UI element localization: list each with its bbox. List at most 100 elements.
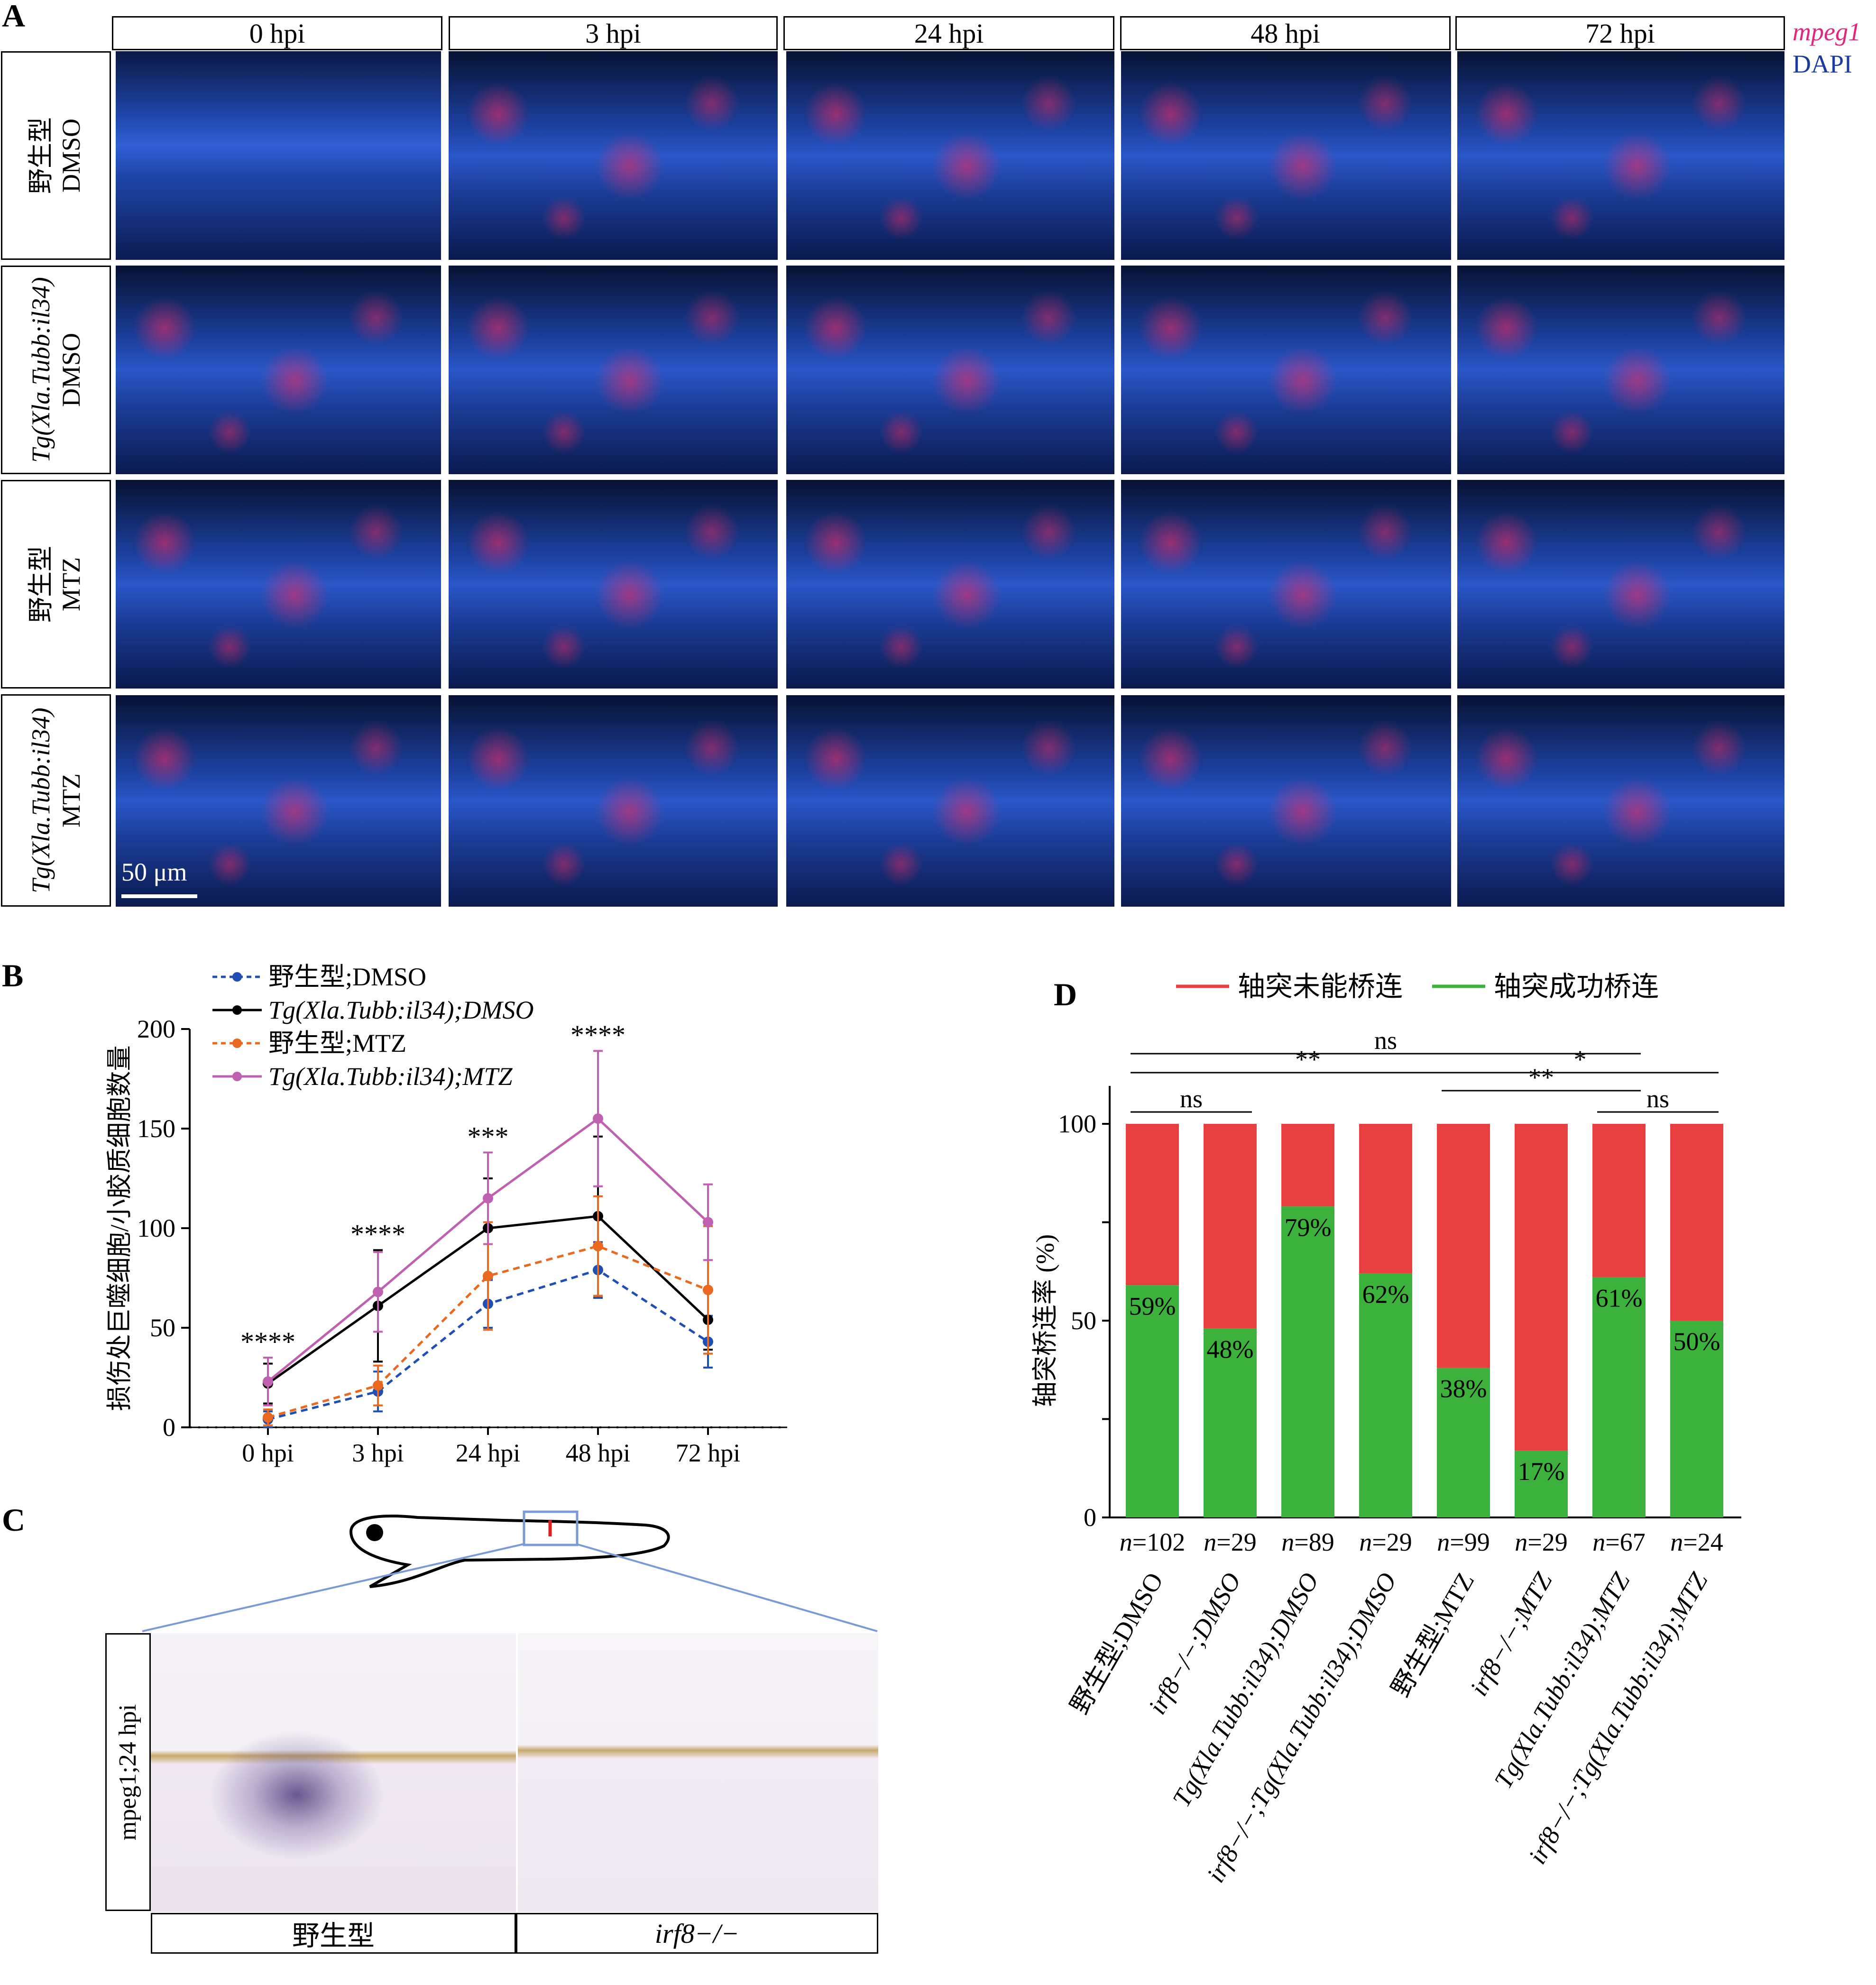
micrograph-wt-dmso-48hpi	[1121, 51, 1451, 260]
micrograph-wt-dmso-72hpi	[1457, 51, 1784, 260]
micrograph-tg-dmso-48hpi	[1121, 266, 1451, 474]
column-header-48hpi: 48 hpi	[1120, 16, 1451, 50]
micrograph-wt-mtz-3hpi	[449, 480, 778, 689]
column-header-3hpi: 3 hpi	[449, 16, 778, 50]
panel-letter-a: A	[2, 0, 26, 34]
comparison-label: ns	[1374, 1026, 1397, 1055]
panel-letter-c: C	[2, 1502, 26, 1538]
series-line	[267, 1245, 708, 1419]
micrograph-tg-dmso-3hpi	[449, 266, 778, 474]
category-label: 野生型;MTZ	[1386, 1568, 1480, 1701]
significance-label: ***	[468, 1121, 509, 1152]
legend-label: Tg(Xla.Tubb:il34);DMSO	[268, 996, 534, 1024]
chart-b: 0 50 100 150 200 0 hpi 3 hpi 24 hpi 48 hpi 72 hpi…	[105, 963, 787, 1467]
injury-site-box	[523, 1510, 579, 1546]
row-label-line1: Tg(Xla.Tubb:il34)	[27, 277, 55, 463]
zebrafish-larva-diagram	[349, 1510, 670, 1588]
legend-label: 野生型;MTZ	[268, 1029, 406, 1057]
data-point	[593, 1241, 603, 1251]
micrograph-tg-mtz-72hpi	[1457, 695, 1784, 907]
stain-legend-dapi: DAPI	[1793, 50, 1853, 78]
legend-label: 轴突未能桥连	[1238, 971, 1403, 1002]
data-point	[703, 1285, 713, 1296]
data-point	[263, 1376, 273, 1387]
micrograph-wt-dmso-24hpi	[786, 51, 1114, 260]
y-tick-label: 100	[137, 1214, 175, 1242]
row-label-wt-dmso: 野生型 DMSO	[1, 51, 111, 260]
bar-success	[1670, 1321, 1723, 1517]
zoom-line-right	[576, 1543, 878, 1632]
significance-label: ****	[570, 1020, 625, 1050]
n-label: n=89	[1281, 1528, 1334, 1556]
y-tick-label: 0	[163, 1413, 175, 1442]
bar-fail	[1592, 1124, 1646, 1277]
scale-bar-label: 50 μm	[121, 858, 187, 886]
x-tick-label: 24 hpi	[456, 1439, 521, 1467]
x-tick-label: 72 hpi	[676, 1439, 741, 1467]
comparison-label: **	[1295, 1045, 1321, 1074]
ish-column-label-irf8: irf8−/−	[516, 1913, 878, 1954]
panel-letter-d: D	[1054, 976, 1077, 1012]
category-label: Tg(Xla.Tubb:il34);DMSO	[1167, 1568, 1324, 1812]
micrograph-wt-mtz-48hpi	[1121, 480, 1451, 689]
ish-image-irf8	[518, 1633, 878, 1912]
comparison-label: ns	[1180, 1084, 1203, 1113]
ish-side-label-box: mpeg1;24 hpi	[105, 1633, 151, 1911]
bar-value-label: 48%	[1207, 1335, 1254, 1364]
legend-label: 轴突成功桥连	[1494, 971, 1659, 1002]
category-label: Tg(Xla.Tubb:il34);MTZ	[1489, 1567, 1636, 1793]
data-point	[703, 1217, 713, 1228]
column-header-72hpi: 72 hpi	[1455, 16, 1785, 50]
legend-marker	[232, 1038, 242, 1048]
n-label: n=29	[1359, 1528, 1412, 1556]
y-tick-label: 200	[137, 1015, 175, 1043]
zoom-lines	[142, 1543, 878, 1632]
legend-label: 野生型;DMSO	[268, 963, 426, 991]
n-label: n=99	[1437, 1528, 1490, 1556]
larva-eye	[366, 1524, 383, 1541]
row-label-line1: 野生型	[27, 117, 55, 194]
micrograph-wt-mtz-0hpi	[116, 480, 441, 689]
row-label-tg-mtz: Tg(Xla.Tubb:il34) MTZ	[1, 694, 111, 907]
x-tick-label: 0 hpi	[242, 1439, 294, 1467]
bar-value-label: 62%	[1362, 1280, 1409, 1308]
legend-marker	[232, 1005, 242, 1015]
n-label: n=29	[1515, 1528, 1567, 1556]
bar-value-label: 50%	[1674, 1327, 1720, 1356]
data-point	[483, 1193, 493, 1204]
micrograph-tg-dmso-24hpi	[786, 266, 1114, 474]
legend-label: Tg(Xla.Tubb:il34);MTZ	[268, 1062, 513, 1091]
legend-marker	[232, 972, 242, 982]
y-tick-label: 50	[1071, 1306, 1096, 1335]
column-header-24hpi: 24 hpi	[783, 16, 1114, 50]
micrograph-tg-mtz-48hpi	[1121, 695, 1451, 907]
bar-success	[1437, 1368, 1490, 1517]
comparison-label: *	[1574, 1045, 1587, 1074]
data-point	[373, 1287, 383, 1297]
bar-value-label: 17%	[1518, 1457, 1565, 1486]
data-point	[263, 1412, 273, 1423]
bar-value-label: 79%	[1285, 1213, 1332, 1241]
n-label: n=67	[1592, 1528, 1645, 1556]
zoom-line-left	[142, 1543, 524, 1632]
ish-image-wildtype	[151, 1633, 516, 1912]
bar-success	[1204, 1328, 1257, 1517]
x-tick-label: 3 hpi	[352, 1439, 404, 1467]
scale-bar	[121, 894, 197, 898]
bar-success	[1592, 1277, 1646, 1517]
bar-value-label: 59%	[1129, 1292, 1176, 1320]
micrograph-wt-dmso-3hpi	[449, 51, 778, 260]
row-label-line2: MTZ	[57, 773, 85, 827]
column-header-0hpi: 0 hpi	[112, 16, 442, 50]
y-axis-label: 损伤处巨噬细胞/小胶质细胞数量	[105, 1045, 134, 1411]
bar-fail	[1204, 1124, 1257, 1329]
bar-fail	[1359, 1124, 1412, 1274]
micrograph-tg-dmso-0hpi	[116, 266, 441, 474]
n-label: n=102	[1120, 1528, 1185, 1556]
data-point	[373, 1380, 383, 1391]
n-label: n=24	[1670, 1528, 1723, 1556]
micrograph-tg-mtz-3hpi	[449, 695, 778, 907]
micrograph-tg-mtz-0hpi	[116, 695, 441, 907]
micrograph-wt-mtz-72hpi	[1457, 480, 1784, 689]
row-label-line2: DMSO	[57, 332, 85, 407]
